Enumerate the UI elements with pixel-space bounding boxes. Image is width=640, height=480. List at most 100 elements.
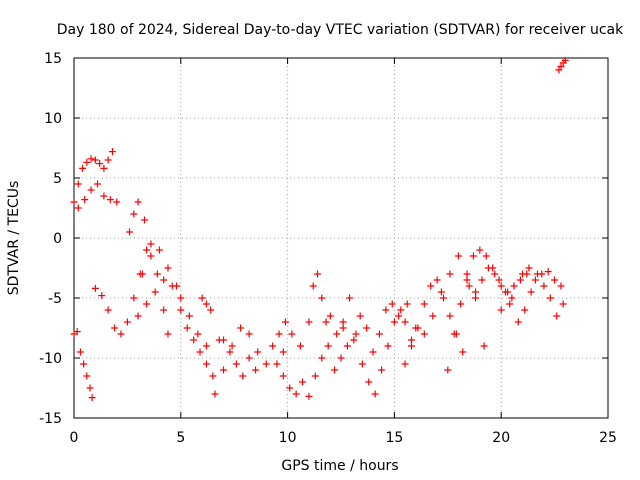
- data-point: [83, 158, 91, 166]
- x-axis-label: GPS time / hours: [281, 458, 398, 474]
- series-track-b: [74, 180, 121, 212]
- series-track-a: [70, 148, 116, 206]
- x-tick-label: 25: [599, 430, 617, 446]
- series-track-m: [343, 300, 415, 356]
- data-point: [262, 360, 270, 368]
- series-track-p: [444, 246, 516, 374]
- data-point: [100, 164, 108, 172]
- data-point: [343, 342, 351, 350]
- data-point: [476, 246, 484, 254]
- data-point: [80, 360, 88, 368]
- data-point: [314, 270, 322, 278]
- y-tick-label: 0: [53, 231, 62, 247]
- data-point: [305, 318, 313, 326]
- data-point: [371, 390, 379, 398]
- data-point: [123, 318, 131, 326]
- data-point: [324, 342, 332, 350]
- data-point: [433, 276, 441, 284]
- data-point: [388, 300, 396, 308]
- data-point: [450, 330, 458, 338]
- series-track-f: [138, 246, 217, 380]
- data-point: [70, 198, 78, 206]
- data-point: [126, 228, 134, 236]
- data-point: [350, 336, 358, 344]
- y-tick-label: -5: [48, 291, 62, 307]
- data-point: [164, 330, 172, 338]
- data-point: [557, 62, 565, 70]
- data-point: [469, 252, 477, 260]
- series-track-l: [339, 294, 411, 398]
- y-axis-label: SDTVAR / TECUs: [6, 181, 22, 296]
- data-point: [397, 306, 405, 314]
- data-point: [98, 292, 106, 300]
- data-point: [491, 270, 499, 278]
- data-point: [96, 160, 104, 168]
- data-point: [91, 156, 99, 164]
- data-point: [331, 366, 339, 374]
- data-point: [365, 378, 373, 386]
- data-point: [429, 312, 437, 320]
- data-point: [113, 198, 121, 206]
- data-point: [100, 192, 108, 200]
- x-tick-label: 15: [385, 430, 403, 446]
- data-point: [412, 324, 420, 332]
- data-point: [427, 282, 435, 290]
- data-point: [81, 196, 89, 204]
- data-point: [245, 354, 253, 362]
- data-point: [390, 318, 398, 326]
- data-point: [384, 342, 392, 350]
- data-point: [279, 372, 287, 380]
- data-point: [83, 372, 91, 380]
- data-point: [275, 330, 283, 338]
- data-point: [226, 348, 234, 356]
- data-point: [168, 282, 176, 290]
- data-point: [375, 330, 383, 338]
- data-point: [519, 270, 527, 278]
- data-point: [407, 336, 415, 344]
- data-point: [138, 270, 146, 278]
- data-point: [111, 324, 119, 332]
- series-track-h: [198, 294, 260, 398]
- data-point: [407, 342, 415, 350]
- data-point: [437, 288, 445, 296]
- data-point: [497, 306, 505, 314]
- data-point: [521, 306, 529, 314]
- series-track-q: [465, 264, 531, 296]
- data-point: [286, 384, 294, 392]
- series-track-k: [279, 270, 347, 356]
- data-point: [495, 276, 503, 284]
- data-point: [202, 342, 210, 350]
- data-point: [446, 270, 454, 278]
- x-tick-label: 0: [70, 430, 79, 446]
- data-point: [553, 312, 561, 320]
- data-point: [440, 294, 448, 302]
- data-point: [403, 300, 411, 308]
- data-point: [444, 366, 452, 374]
- data-point: [480, 342, 488, 350]
- data-point: [143, 300, 151, 308]
- series-track-o: [412, 252, 488, 350]
- data-point: [130, 294, 138, 302]
- series-track-c: [70, 328, 96, 402]
- data-point: [551, 276, 559, 284]
- data-point: [463, 270, 471, 278]
- data-point: [288, 330, 296, 338]
- data-point: [465, 282, 473, 290]
- series-track-g: [134, 276, 210, 350]
- data-point: [194, 330, 202, 338]
- y-tick-label: 5: [53, 171, 62, 187]
- data-point: [561, 56, 569, 64]
- data-point: [104, 156, 112, 164]
- data-point: [305, 392, 313, 400]
- data-point: [104, 306, 112, 314]
- data-point: [516, 276, 524, 284]
- y-tick-label: -15: [39, 411, 62, 427]
- data-point: [454, 252, 462, 260]
- data-point: [86, 384, 94, 392]
- data-point: [211, 390, 219, 398]
- data-point: [147, 240, 155, 248]
- data-point: [401, 360, 409, 368]
- data-point: [525, 264, 533, 272]
- axes-ticks: 0 5 10 15 20 25 -15 -10 -5 0 5 10 15: [39, 51, 617, 446]
- series-track-r: [497, 270, 567, 326]
